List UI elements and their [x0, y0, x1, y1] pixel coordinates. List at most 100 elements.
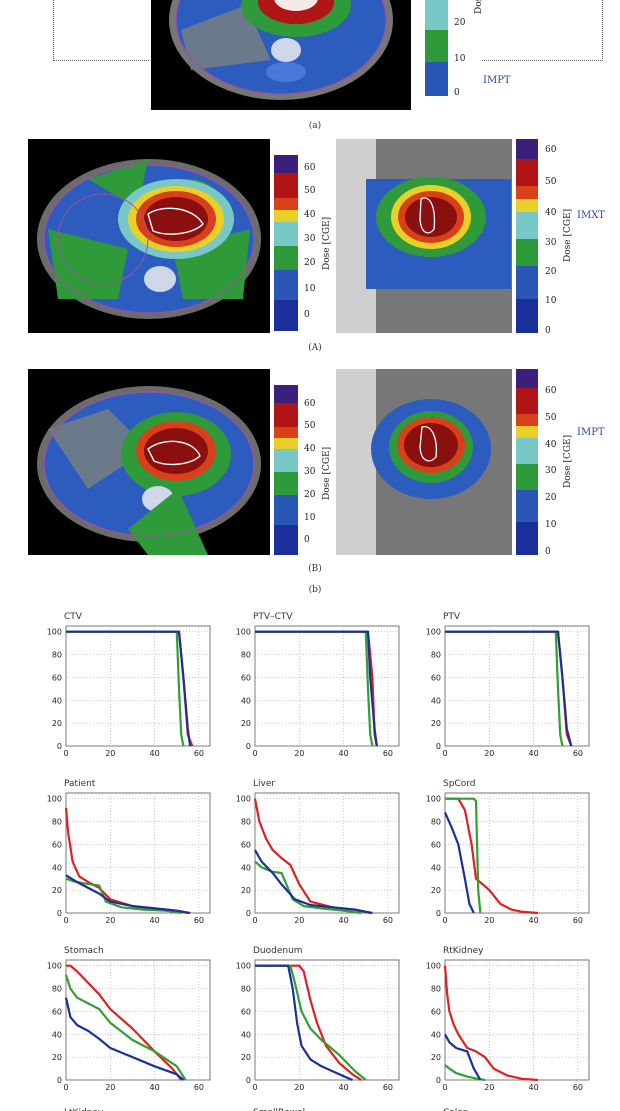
- dvh-xtick-label: 40: [529, 1083, 539, 1092]
- dvh-ytick-label: 100: [47, 795, 62, 804]
- colorbar-top-tick: 0: [454, 88, 460, 98]
- dvh-xtick-label: 20: [484, 749, 494, 758]
- dvh-subplot: SpCord 0 20 40 60 0 20 40 60 80 100: [426, 779, 590, 925]
- dvh-line-green: [255, 964, 367, 1081]
- dvh-ytick-label: 60: [241, 673, 251, 682]
- dvh-xtick-label: 20: [105, 749, 115, 758]
- dvh-subplot: CTV 0 20 40 60 0 20 40 60 80 100: [47, 612, 211, 758]
- dvh-line-green: [64, 974, 187, 1081]
- dose-axis-label-imxt-axial: Dose [CGE]: [322, 216, 332, 270]
- axial-ct-imxt: [28, 139, 270, 333]
- dvh-line-green: [445, 797, 482, 914]
- dvh-axes-frame: [444, 792, 590, 914]
- dvh-subplot: PTV 0 20 40 60 0 20 40 60 80 100: [426, 612, 590, 758]
- caption-b: (b): [308, 585, 322, 595]
- colorbar-top-tick: 20: [454, 18, 466, 28]
- dvh-ytick-label: 40: [431, 696, 441, 705]
- dvh-axes-frame: [65, 625, 211, 747]
- dvh-ytick-label: 0: [246, 742, 251, 751]
- dvh-xtick-label: 40: [529, 916, 539, 925]
- dvh-xtick-label: 0: [442, 1083, 447, 1092]
- dvh-ytick-label: 60: [431, 1007, 441, 1016]
- dvh-title: Stomach: [64, 946, 104, 956]
- colorbar-impt-sagittal: [516, 369, 538, 555]
- dvh-xtick-label: 20: [294, 1083, 304, 1092]
- dvh-title: Liver: [253, 779, 275, 789]
- dvh-xtick-label: 60: [573, 916, 583, 925]
- dvh-xtick-label: 60: [383, 916, 393, 925]
- dvh-ytick-label: 20: [241, 1053, 251, 1062]
- dvh-ytick-label: 40: [241, 863, 251, 872]
- dvh-line-blue: [444, 1033, 482, 1081]
- axial-ct-impt: [28, 369, 270, 555]
- dvh-ytick-label: 40: [431, 863, 441, 872]
- dvh-xtick-label: 20: [105, 916, 115, 925]
- dvh-ytick-label: 20: [431, 1053, 441, 1062]
- dvh-xtick-label: 60: [383, 1083, 393, 1092]
- dvh-ytick-label: 80: [241, 818, 251, 827]
- dvh-ytick-label: 20: [431, 719, 441, 728]
- method-label-top: IMPT: [483, 75, 511, 86]
- dvh-xtick-label: 20: [294, 749, 304, 758]
- dvh-ytick-label: 20: [52, 719, 62, 728]
- dvh-ytick-label: 40: [52, 1030, 62, 1039]
- dvh-ytick-label: 0: [436, 742, 441, 751]
- dvh-line-blue: [445, 630, 573, 747]
- dvh-xtick-label: 0: [63, 916, 68, 925]
- dvh-xtick-label: 20: [484, 916, 494, 925]
- dvh-ytick-label: 60: [241, 840, 251, 849]
- dvh-ytick-label: 80: [52, 818, 62, 827]
- dvh-ytick-label: 80: [241, 651, 251, 660]
- dvh-xtick-label: 60: [194, 749, 204, 758]
- dvh-xtick-label: 0: [63, 1083, 68, 1092]
- method-label-impt: IMPT: [577, 427, 605, 438]
- dvh-line-blue: [65, 874, 191, 915]
- dvh-xtick-label: 60: [573, 749, 583, 758]
- dvh-title: Patient: [64, 779, 96, 789]
- dvh-ytick-label: 0: [246, 909, 251, 918]
- dvh-title: CTV: [64, 612, 83, 622]
- dvh-axes-frame: [65, 959, 211, 1081]
- panel-frame-right: [482, 0, 603, 61]
- dvh-line-blue: [443, 811, 475, 914]
- dose-axis-label-impt-axial: Dose [CGE]: [322, 446, 332, 500]
- dvh-line-blue: [66, 630, 192, 747]
- dvh-ytick-label: 0: [246, 1076, 251, 1085]
- dvh-xtick-label: 20: [484, 1083, 494, 1092]
- dvh-ytick-label: 0: [57, 742, 62, 751]
- dvh-ytick-label: 0: [436, 909, 441, 918]
- caption-A: (A): [308, 343, 322, 353]
- dvh-ytick-label: 40: [52, 863, 62, 872]
- caption-B: (B): [308, 564, 322, 574]
- dvh-xtick-label: 0: [252, 1083, 257, 1092]
- dvh-subplot: Liver 0 20 40 60 0 20 40 60 80 100: [236, 779, 400, 925]
- dvh-ytick-label: 80: [431, 818, 441, 827]
- dvh-ytick-label: 100: [47, 962, 62, 971]
- method-label-imxt: IMXT: [577, 210, 605, 221]
- dvh-xtick-label: 40: [339, 749, 349, 758]
- dvh-xtick-label: 20: [294, 916, 304, 925]
- dvh-ytick-label: 100: [236, 795, 251, 804]
- panel-frame-left: [53, 0, 149, 61]
- dvh-xtick-label: 60: [573, 1083, 583, 1092]
- dvh-line-red: [443, 965, 539, 1082]
- dvh-xtick-label: 40: [339, 1083, 349, 1092]
- dvh-axes-frame: [444, 959, 590, 1081]
- dvh-ytick-label: 20: [241, 886, 251, 895]
- dvh-ytick-label: 80: [241, 985, 251, 994]
- dvh-subplot: Duodenum 0 20 40 60 0 20 40 60 80 100: [236, 946, 400, 1092]
- dvh-ytick-label: 60: [241, 1007, 251, 1016]
- dvh-ytick-label: 60: [52, 1007, 62, 1016]
- dvh-xtick-label: 0: [442, 916, 447, 925]
- dvh-title-partial: Colon: [443, 1108, 469, 1111]
- dvh-axes-frame: [254, 625, 400, 747]
- dvh-xtick-label: 0: [442, 749, 447, 758]
- dvh-ytick-label: 20: [241, 719, 251, 728]
- dvh-title: Duodenum: [253, 946, 303, 956]
- dvh-title: PTV: [443, 612, 461, 622]
- dvh-line-blue: [64, 997, 185, 1081]
- dvh-xtick-label: 40: [150, 1083, 160, 1092]
- dvh-line-blue: [254, 849, 373, 915]
- dvh-xtick-label: 40: [150, 916, 160, 925]
- colorbar-imxt-axial: [274, 155, 298, 331]
